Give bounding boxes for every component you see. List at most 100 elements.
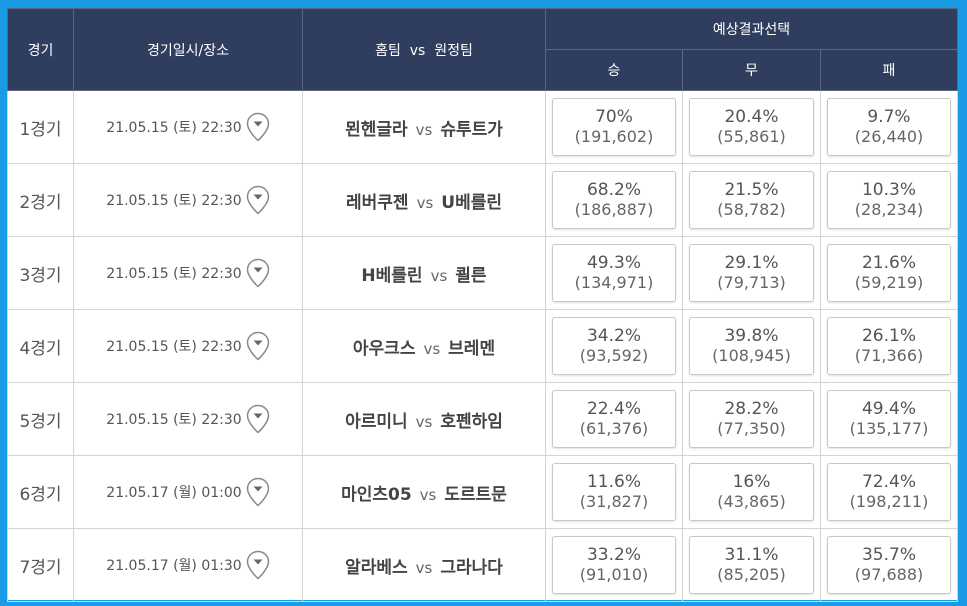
win-count: (93,592) [579, 346, 649, 365]
round-label: 7경기 [7, 528, 74, 602]
away-team: 호펜하임 [440, 411, 503, 432]
lose-pick-button[interactable]: 21.6% (59,219) [827, 244, 951, 302]
datetime-text: 21.05.15 (토) 22:30 [106, 266, 242, 282]
lose-pick-button[interactable]: 35.7% (97,688) [827, 536, 951, 594]
lose-pick-button[interactable]: 49.4% (135,177) [827, 390, 951, 448]
teams-cell: 아르미니 vs 호펜하임 [302, 382, 546, 456]
draw-cell: 21.5% (58,782) [682, 163, 821, 237]
away-team: 그라나다 [440, 557, 503, 578]
table-row: 5경기 21.05.15 (토) 22:30 아르미니 vs 호펜하임 22.4% … [7, 382, 958, 456]
vs-label: vs [419, 485, 437, 504]
home-team: H베를린 [361, 265, 423, 286]
draw-percent: 20.4% [724, 107, 779, 127]
lose-cell: 9.7% (26,440) [820, 90, 958, 164]
header-round: 경기 [7, 8, 74, 91]
table-row: 7경기 21.05.17 (월) 01:30 알라베스 vs 그라나다 33.2% … [7, 528, 958, 602]
table-row: 2경기 21.05.15 (토) 22:30 레버쿠젠 vs U베를린 68.2% … [7, 163, 958, 237]
teams-cell: 레버쿠젠 vs U베를린 [302, 163, 546, 237]
win-pick-button[interactable]: 49.3% (134,971) [552, 244, 676, 302]
draw-percent: 16% [732, 472, 771, 492]
win-percent: 49.3% [586, 253, 641, 273]
draw-cell: 29.1% (79,713) [682, 236, 821, 310]
draw-cell: 16% (43,865) [682, 455, 821, 529]
datetime-text: 21.05.15 (토) 22:30 [106, 120, 242, 136]
draw-count: (79,713) [717, 273, 786, 292]
draw-pick-button[interactable]: 28.2% (77,350) [689, 390, 814, 448]
draw-count: (43,865) [717, 492, 786, 511]
location-pin-icon[interactable] [246, 404, 270, 434]
datetime-cell: 21.05.15 (토) 22:30 [73, 309, 303, 383]
datetime-cell: 21.05.15 (토) 22:30 [73, 382, 303, 456]
draw-cell: 20.4% (55,861) [682, 90, 821, 164]
draw-pick-button[interactable]: 20.4% (55,861) [689, 98, 814, 156]
table-row: 1경기 21.05.15 (토) 22:30 묀헨글라 vs 슈투트가 70% (1… [7, 90, 958, 164]
vs-label: vs [415, 412, 433, 431]
lose-percent: 10.3% [861, 180, 916, 200]
datetime-text: 21.05.15 (토) 22:30 [106, 193, 242, 209]
datetime-text: 21.05.15 (토) 22:30 [106, 412, 242, 428]
location-pin-icon[interactable] [246, 331, 270, 361]
win-pick-button[interactable]: 22.4% (61,376) [552, 390, 676, 448]
lose-cell: 72.4% (198,211) [820, 455, 958, 529]
datetime-text: 21.05.17 (월) 01:00 [106, 485, 242, 501]
win-pick-button[interactable]: 68.2% (186,887) [552, 171, 676, 229]
draw-count: (85,205) [717, 565, 786, 584]
home-team: 묀헨글라 [345, 119, 408, 140]
win-count: (134,971) [574, 273, 654, 292]
away-team: 도르트문 [444, 484, 507, 505]
lose-cell: 35.7% (97,688) [820, 528, 958, 602]
lose-percent: 72.4% [861, 472, 916, 492]
draw-percent: 31.1% [724, 545, 779, 565]
win-percent: 68.2% [586, 180, 641, 200]
win-pick-button[interactable]: 70% (191,602) [552, 98, 676, 156]
round-label: 6경기 [7, 455, 74, 529]
header-teams: 홈팀 vs 원정팀 [302, 8, 546, 91]
win-count: (191,602) [574, 127, 654, 146]
lose-percent: 26.1% [861, 326, 916, 346]
home-team: 아르미니 [345, 411, 408, 432]
location-pin-icon[interactable] [246, 112, 270, 142]
away-team: 브레멘 [448, 338, 496, 359]
lose-pick-button[interactable]: 72.4% (198,211) [827, 463, 951, 521]
location-pin-icon[interactable] [246, 185, 270, 215]
home-team: 알라베스 [345, 557, 408, 578]
win-percent: 22.4% [586, 399, 641, 419]
prediction-table-frame: 경기 경기일시/장소 홈팀 vs 원정팀 예상결과선택 승 무 패 1경기 21… [7, 8, 958, 602]
draw-pick-button[interactable]: 39.8% (108,945) [689, 317, 814, 375]
win-pick-button[interactable]: 11.6% (31,827) [552, 463, 676, 521]
location-pin-icon[interactable] [246, 477, 270, 507]
vs-label: vs [423, 339, 441, 358]
draw-count: (108,945) [712, 346, 791, 365]
teams-cell: H베를린 vs 쾰른 [302, 236, 546, 310]
win-cell: 34.2% (93,592) [545, 309, 683, 383]
vs-label: vs [415, 120, 433, 139]
draw-pick-button[interactable]: 31.1% (85,205) [689, 536, 814, 594]
win-pick-button[interactable]: 34.2% (93,592) [552, 317, 676, 375]
away-team: 슈투트가 [440, 119, 503, 140]
lose-count: (97,688) [854, 565, 924, 584]
datetime-cell: 21.05.15 (토) 22:30 [73, 236, 303, 310]
location-pin-icon[interactable] [246, 258, 270, 288]
lose-percent: 9.7% [867, 107, 911, 127]
draw-pick-button[interactable]: 16% (43,865) [689, 463, 814, 521]
draw-cell: 28.2% (77,350) [682, 382, 821, 456]
draw-pick-button[interactable]: 29.1% (79,713) [689, 244, 814, 302]
win-cell: 11.6% (31,827) [545, 455, 683, 529]
round-label: 5경기 [7, 382, 74, 456]
draw-count: (77,350) [717, 419, 786, 438]
teams-cell: 묀헨글라 vs 슈투트가 [302, 90, 546, 164]
lose-cell: 49.4% (135,177) [820, 382, 958, 456]
round-label: 3경기 [7, 236, 74, 310]
lose-pick-button[interactable]: 26.1% (71,366) [827, 317, 951, 375]
lose-count: (135,177) [849, 419, 929, 438]
datetime-cell: 21.05.15 (토) 22:30 [73, 90, 303, 164]
lose-count: (71,366) [854, 346, 924, 365]
lose-pick-button[interactable]: 9.7% (26,440) [827, 98, 951, 156]
win-pick-button[interactable]: 33.2% (91,010) [552, 536, 676, 594]
win-cell: 22.4% (61,376) [545, 382, 683, 456]
lose-pick-button[interactable]: 10.3% (28,234) [827, 171, 951, 229]
draw-pick-button[interactable]: 21.5% (58,782) [689, 171, 814, 229]
location-pin-icon[interactable] [246, 550, 270, 580]
vs-label: vs [430, 266, 448, 285]
home-team: 마인츠05 [341, 484, 412, 505]
